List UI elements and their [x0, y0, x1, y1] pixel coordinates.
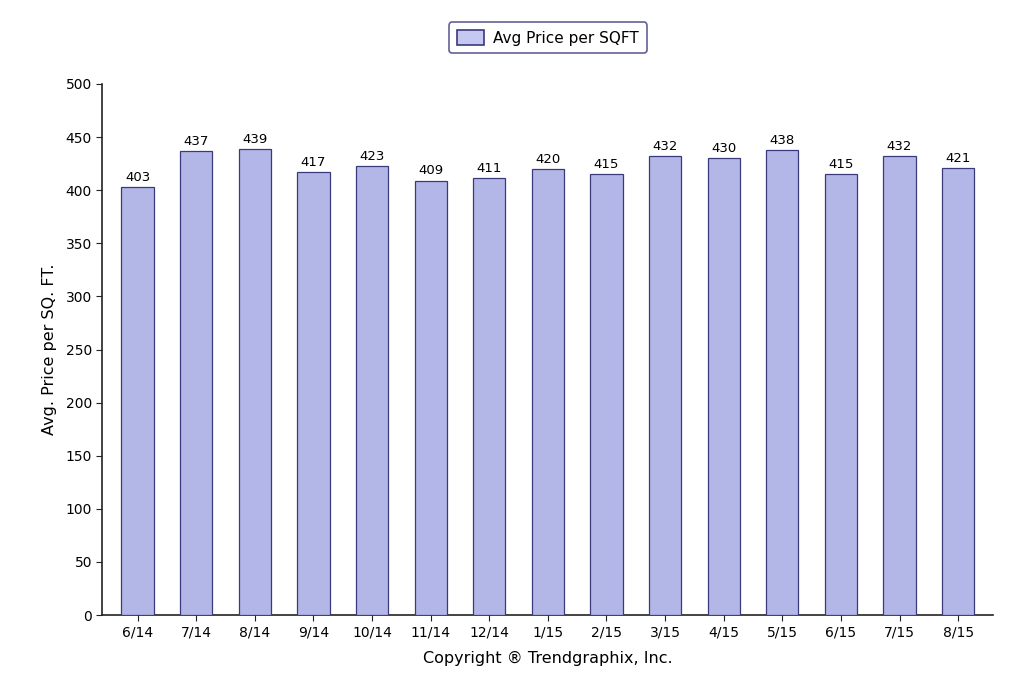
- Bar: [531, 169, 564, 615]
- Bar: [415, 180, 446, 615]
- Bar: [297, 172, 330, 615]
- Bar: [239, 149, 271, 615]
- Bar: [180, 151, 212, 615]
- Text: 420: 420: [536, 152, 560, 166]
- Text: 409: 409: [418, 164, 443, 178]
- Bar: [356, 166, 388, 615]
- Text: 421: 421: [945, 152, 971, 165]
- Text: 423: 423: [359, 150, 385, 162]
- Text: 417: 417: [301, 156, 326, 169]
- X-axis label: Copyright ® Trendgraphix, Inc.: Copyright ® Trendgraphix, Inc.: [423, 651, 673, 665]
- Bar: [824, 174, 857, 615]
- Bar: [473, 178, 506, 615]
- Y-axis label: Avg. Price per SQ. FT.: Avg. Price per SQ. FT.: [42, 264, 57, 435]
- Text: 437: 437: [183, 135, 209, 147]
- Bar: [122, 187, 154, 615]
- Text: 432: 432: [887, 140, 912, 153]
- Bar: [708, 158, 739, 615]
- Text: 430: 430: [711, 142, 736, 155]
- Text: 415: 415: [828, 158, 854, 171]
- Bar: [766, 150, 799, 615]
- Text: 432: 432: [652, 140, 678, 153]
- Legend: Avg Price per SQFT: Avg Price per SQFT: [449, 22, 647, 53]
- Text: 439: 439: [242, 133, 267, 145]
- Text: 403: 403: [125, 171, 151, 184]
- Bar: [590, 174, 623, 615]
- Text: 411: 411: [476, 162, 502, 175]
- Text: 438: 438: [770, 134, 795, 147]
- Bar: [649, 156, 681, 615]
- Bar: [942, 168, 974, 615]
- Text: 415: 415: [594, 158, 620, 171]
- Bar: [884, 156, 915, 615]
